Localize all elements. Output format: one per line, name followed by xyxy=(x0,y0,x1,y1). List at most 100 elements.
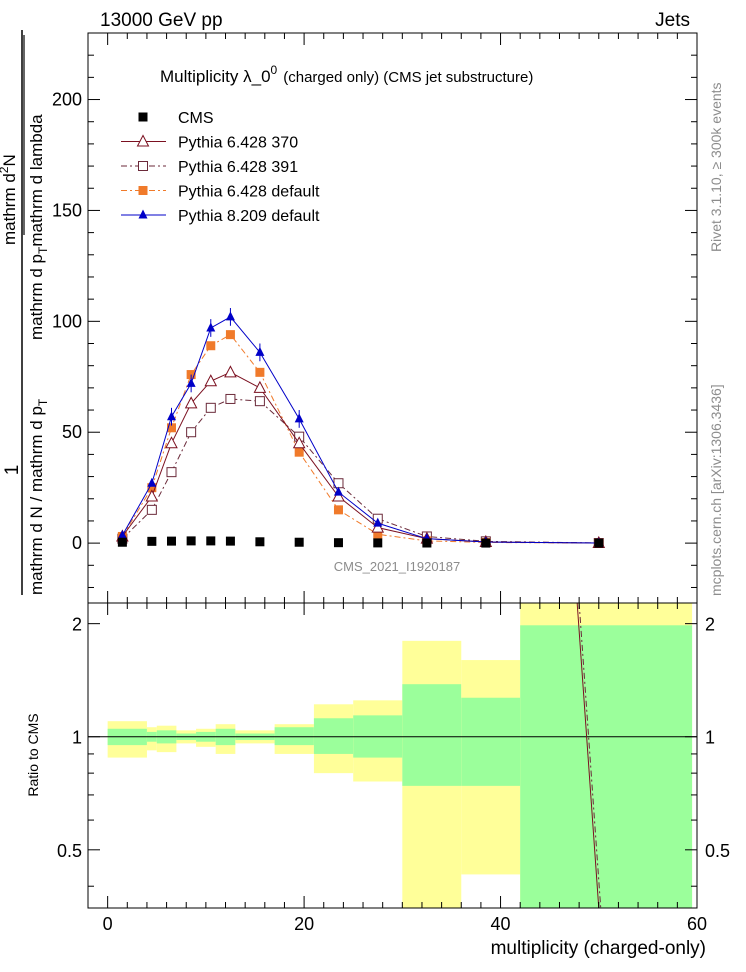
data-point xyxy=(253,380,267,393)
legend-entry: CMS xyxy=(138,110,214,127)
main-y-axis-label: 1 mathrm d N / mathrm d pT mathrm d2N ma… xyxy=(0,30,50,595)
data-point xyxy=(184,396,198,409)
data-point xyxy=(165,436,178,449)
series-line xyxy=(121,371,599,544)
data-point xyxy=(254,396,265,407)
data-point xyxy=(422,538,432,548)
data-point xyxy=(186,427,197,438)
data-point xyxy=(186,536,196,546)
series-line xyxy=(121,333,599,544)
data-point xyxy=(166,536,176,546)
data-point xyxy=(206,322,216,332)
data-point xyxy=(333,505,343,515)
data-point xyxy=(332,489,345,502)
data-point xyxy=(146,504,157,515)
ylabel-one: 1 xyxy=(2,465,23,476)
legend-entry: Pythia 8.209 default xyxy=(121,208,320,225)
ylabel-dn-dpt-sub: T xyxy=(36,398,50,406)
inner-band xyxy=(313,718,354,754)
x-axis-label: multiplicity (charged-only) xyxy=(491,938,706,959)
data-point xyxy=(204,374,218,387)
legend-label: CMS xyxy=(178,110,214,127)
main-plot-panel: 0 50 100 150 200 CMS Pythia 6.428 370 Pythia 6.… xyxy=(52,32,698,604)
ratio-y-tick-label-right: 1 xyxy=(705,728,715,748)
data-point xyxy=(166,411,176,421)
data-point xyxy=(255,346,265,356)
main-title-text: Multiplicity λ_0 xyxy=(160,67,271,86)
watermark-label: CMS_2021_I1920187 xyxy=(334,559,461,574)
data-point xyxy=(166,423,176,433)
legend-label: Pythia 6.428 391 xyxy=(178,159,298,176)
side-label-rivet: Rivet 3.1.10, ≥ 300k events xyxy=(708,82,724,252)
legend-marker xyxy=(136,134,150,147)
data-point xyxy=(147,477,157,487)
data-point xyxy=(206,341,216,351)
ratio-lines xyxy=(576,603,602,908)
main-title-sup: 0 xyxy=(271,63,278,77)
header-right-text: Jets xyxy=(655,10,690,31)
data-point xyxy=(333,486,343,496)
y-tick-label: 200 xyxy=(52,90,82,110)
legend-entry: Pythia 6.428 default xyxy=(121,184,320,201)
header-left-text: 13000 GeV pp xyxy=(100,10,223,31)
ylabel-dn-dpt-text: mathrm d N / mathrm d p xyxy=(27,406,46,595)
data-point xyxy=(594,538,604,548)
ratio-plot-frame xyxy=(87,602,698,909)
ylabel-dpt-text: mathrm d p xyxy=(27,254,46,340)
inner-band xyxy=(461,697,521,786)
series-2 xyxy=(117,393,604,549)
data-point xyxy=(373,538,383,548)
ratio-line xyxy=(578,603,602,908)
data-point xyxy=(186,377,196,387)
data-point xyxy=(294,413,304,423)
data-point xyxy=(371,520,385,533)
data-point xyxy=(147,536,157,546)
ylabel-d2n-sup: 2 xyxy=(0,166,11,173)
data-point xyxy=(225,393,236,404)
data-point xyxy=(147,483,157,493)
legend-marker xyxy=(138,112,148,122)
ylabel-d2n: mathrm d2N xyxy=(0,154,19,245)
data-point xyxy=(373,529,383,539)
ylabel-d2n-rest: N xyxy=(0,154,19,166)
data-point xyxy=(255,537,265,547)
y-tick-label: 150 xyxy=(52,200,82,220)
series-1 xyxy=(116,365,606,549)
data-point xyxy=(225,311,235,321)
series-3 xyxy=(117,330,604,548)
data-point xyxy=(481,538,491,548)
y-tick-label: 0 xyxy=(72,533,82,553)
legend-marker xyxy=(138,186,148,195)
ratio-y-tick-label-right: 2 xyxy=(705,615,715,635)
ratio-y-tick-label-left: 2 xyxy=(72,615,82,635)
y-tick-label: 100 xyxy=(52,311,82,331)
ylabel-dlambda-text: mathrm d lambda xyxy=(27,114,46,247)
legend-label: Pythia 6.428 370 xyxy=(178,135,298,152)
data-point xyxy=(225,330,235,340)
ratio-line xyxy=(576,603,600,908)
legend-entry: Pythia 6.428 391 xyxy=(121,159,298,176)
legend: CMS Pythia 6.428 370 Pythia 6.428 391 Pythi… xyxy=(121,110,320,225)
ratio-y-tick-label-left: 1 xyxy=(72,728,82,748)
data-point xyxy=(294,537,304,547)
y-tick-label: 50 xyxy=(62,422,82,442)
ylabel-dpt-dlambda: mathrm d pTmathrm d lambda xyxy=(27,114,50,340)
side-label-mcplots: mcplots.cern.ch [arXiv:1306.3436] xyxy=(708,384,724,596)
ylabel-dn-dpt: mathrm d N / mathrm d pT xyxy=(27,398,50,595)
inner-band xyxy=(520,625,693,908)
inner-band xyxy=(274,727,314,746)
ylabel-dpt-sub: T xyxy=(36,246,50,254)
ratio-y-tick-label-right: 0.5 xyxy=(705,841,730,861)
data-point xyxy=(206,536,216,546)
series-line xyxy=(122,398,599,544)
data-point xyxy=(224,365,237,378)
main-title: Multiplicity λ_00 (charged only) (CMS jet… xyxy=(160,63,533,86)
legend-label: Pythia 6.428 default xyxy=(178,184,320,201)
ratio-y-axis-label: Ratio to CMS xyxy=(25,713,41,796)
x-tick-label: 60 xyxy=(687,914,707,934)
legend-label: Pythia 8.209 default xyxy=(178,208,320,225)
data-point xyxy=(294,447,304,457)
ratio-plot-panel: 0.5 0.51 12 20 20 40 60 xyxy=(57,602,730,934)
uncertainty-bands xyxy=(107,603,693,908)
data-point xyxy=(255,367,265,377)
